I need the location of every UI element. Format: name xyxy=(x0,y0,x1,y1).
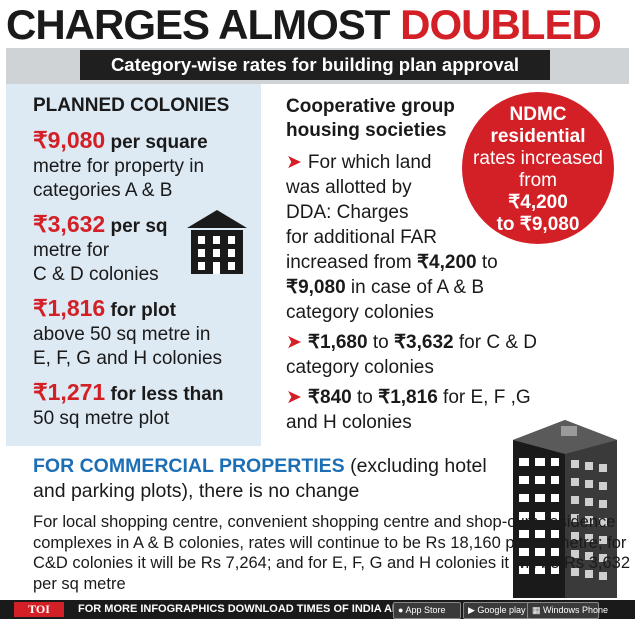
rate-item: ₹9,080 per square metre for property in … xyxy=(33,128,208,203)
bullet-amount: ₹4,200 xyxy=(416,252,477,273)
toi-logo: TOI xyxy=(14,602,64,617)
rate-line: 50 sq metre plot xyxy=(33,408,170,429)
rate-line: C & D colonies xyxy=(33,264,159,285)
windows-icon: ▦ xyxy=(532,605,544,615)
cooperative-heading-line: Cooperative group xyxy=(286,96,455,117)
ndmc-line: rates increased xyxy=(473,148,603,169)
bullet-text: for C & D xyxy=(453,332,538,353)
cooperative-heading-line: housing societies xyxy=(286,120,447,141)
bullet-text: For which land xyxy=(307,152,432,173)
bullet-amount: ₹840 xyxy=(307,387,352,408)
arrow-bullet-icon: ➤ xyxy=(286,332,302,353)
headline: CHARGES ALMOST DOUBLED xyxy=(6,1,602,48)
ndmc-line: residential xyxy=(490,126,586,147)
bullet-amount: ₹9,080 xyxy=(286,277,346,298)
commercial-heading: FOR COMMERCIAL PROPERTIES (excluding hot… xyxy=(33,454,503,504)
apple-icon: ● xyxy=(398,605,406,615)
rate-line: metre for property in xyxy=(33,156,205,177)
ndmc-callout: NDMC residential rates increased from ₹4… xyxy=(462,92,614,244)
headline-part-a: CHARGES ALMOST xyxy=(6,1,401,48)
rate-line: E, F, G and H colonies xyxy=(33,348,223,369)
bullet-amount: ₹3,632 xyxy=(393,332,454,353)
ndmc-line: ₹4,200 xyxy=(508,192,568,213)
bullet-text: category colonies xyxy=(286,357,434,378)
bullet-text: for E, F ,G xyxy=(437,387,531,408)
rate-amount: ₹1,271 xyxy=(33,379,106,405)
rate-amount: ₹9,080 xyxy=(33,127,106,153)
highrise-building-icon xyxy=(513,420,617,598)
google-play-badge[interactable]: ▶ Google play xyxy=(463,602,531,619)
store-label: Windows Phone xyxy=(543,605,609,615)
arrow-bullet-icon: ➤ xyxy=(286,152,302,173)
commercial-body: For local shopping centre, convenient sh… xyxy=(33,513,631,593)
bullet-text: was allotted by xyxy=(286,177,412,198)
bullet-item: ➤ For which land was allotted by DDA: Cha… xyxy=(286,150,556,325)
bullet-amount: ₹1,816 xyxy=(378,387,438,408)
cooperative-bullets: ➤ For which land was allotted by DDA: Cha… xyxy=(286,150,556,440)
planned-colonies-heading: PLANNED COLONIES xyxy=(33,95,230,116)
rate-amount: ₹1,816 xyxy=(33,295,106,321)
rate-item: ₹1,816 for plot above 50 sq metre in E, … xyxy=(33,296,222,371)
ndmc-line: from xyxy=(519,170,557,191)
headline-part-b: DOUBLED xyxy=(400,1,602,48)
subtitle-bar: Category-wise rates for building plan ap… xyxy=(80,50,550,80)
ndmc-line: NDMC xyxy=(509,104,567,125)
rate-unit: per sq xyxy=(105,216,168,237)
footer-text: FOR MORE INFOGRAPHICS DOWNLOAD TIMES OF … xyxy=(78,603,407,615)
commercial-heading-blue: FOR COMMERCIAL PROPERTIES xyxy=(33,455,345,477)
building-icon xyxy=(187,210,247,274)
bullet-amount: ₹1,680 xyxy=(307,332,368,353)
rate-line: above 50 sq metre in xyxy=(33,324,211,345)
bullet-text: and H colonies xyxy=(286,412,412,433)
commercial-heading-rest: (excluding hotel and parking plots), the… xyxy=(33,455,487,502)
store-label: Google play xyxy=(477,605,526,615)
bullet-text: in case of A & B xyxy=(345,277,485,298)
cooperative-heading: Cooperative group housing societies xyxy=(286,95,455,143)
rate-line: categories A & B xyxy=(33,180,173,201)
bullet-item: ➤ ₹1,680 to ₹3,632 for C & D category col… xyxy=(286,330,556,380)
bullet-text: increased from xyxy=(286,252,417,273)
ndmc-line: to ₹9,080 xyxy=(496,214,580,235)
app-store-badge[interactable]: ● App Store xyxy=(393,602,461,619)
rate-item: ₹1,271 for less than 50 sq metre plot xyxy=(33,380,223,431)
bullet-text: for additional FAR xyxy=(286,227,438,248)
rate-line: metre for xyxy=(33,240,110,261)
windows-phone-badge[interactable]: ▦ Windows Phone xyxy=(527,602,608,619)
bullet-text: to xyxy=(476,252,498,273)
bullet-text: DDA: Charges xyxy=(286,202,409,223)
store-label: App Store xyxy=(405,605,446,615)
rate-amount: ₹3,632 xyxy=(33,211,106,237)
arrow-bullet-icon: ➤ xyxy=(286,387,302,408)
google-play-icon: ▶ xyxy=(468,605,478,615)
rate-unit: for plot xyxy=(105,300,176,321)
rate-unit: per square xyxy=(105,132,208,153)
bullet-text: to xyxy=(367,332,394,353)
bullet-text: to xyxy=(351,387,379,408)
rate-item: ₹3,632 per sq metre for C & D colonies xyxy=(33,212,168,287)
bullet-text: category colonies xyxy=(286,302,434,323)
bullet-item: ➤ ₹840 to ₹1,816 for E, F ,G and H coloni… xyxy=(286,385,556,435)
rate-unit: for less than xyxy=(105,384,224,405)
